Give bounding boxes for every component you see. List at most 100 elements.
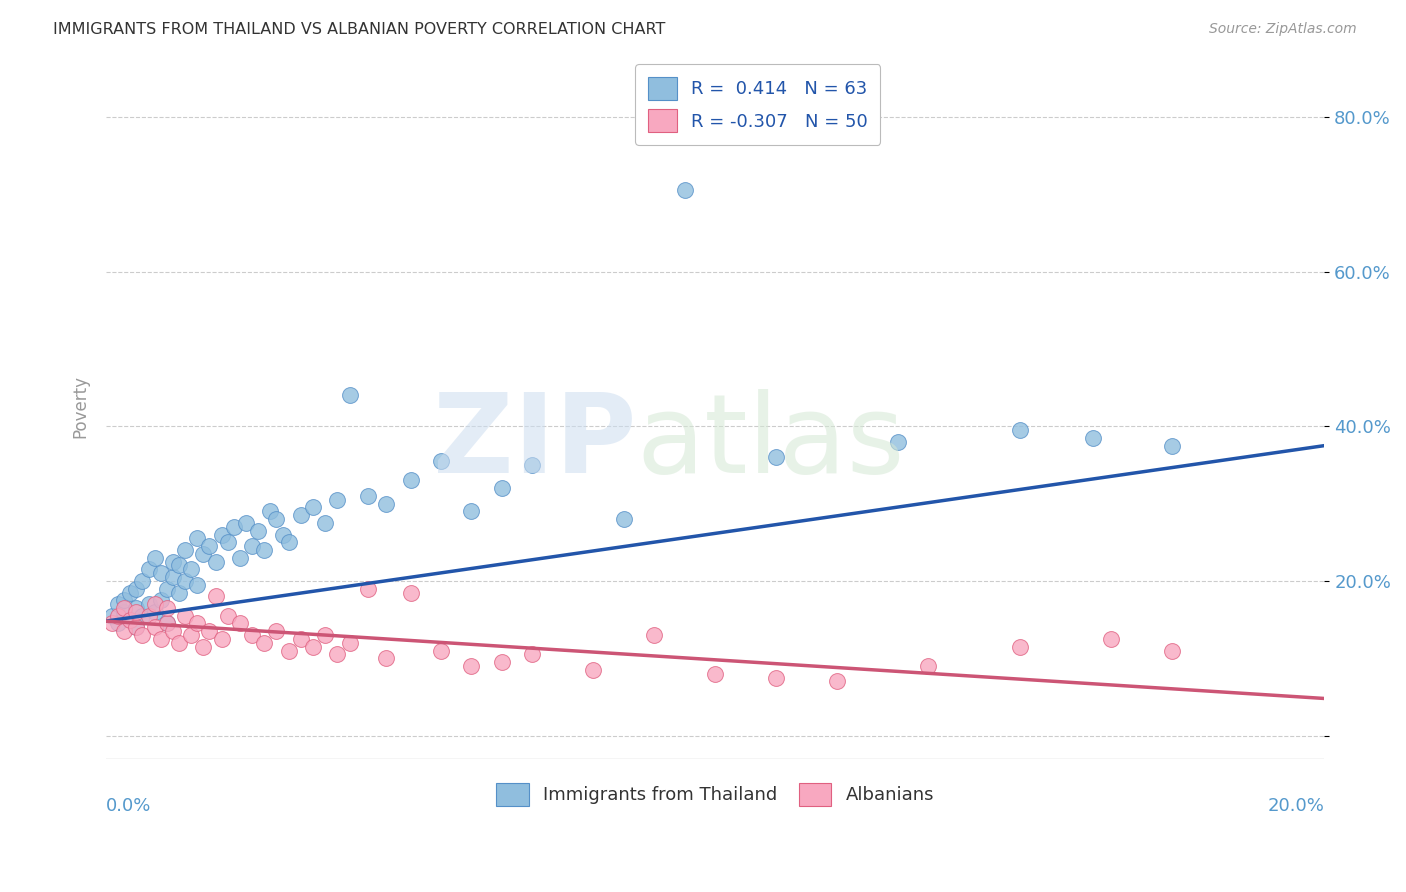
Point	[174, 543, 197, 558]
Point	[491, 655, 513, 669]
Point	[101, 608, 124, 623]
Point	[143, 550, 166, 565]
Point	[107, 608, 129, 623]
Point	[326, 648, 349, 662]
Point	[198, 624, 221, 639]
Point	[186, 616, 208, 631]
Point	[167, 558, 190, 573]
Point	[156, 601, 179, 615]
Point	[217, 608, 239, 623]
Point	[138, 562, 160, 576]
Point	[193, 640, 215, 654]
Point	[399, 474, 422, 488]
Point	[1161, 643, 1184, 657]
Point	[375, 651, 398, 665]
Point	[247, 524, 270, 538]
Point	[266, 624, 288, 639]
Point	[112, 605, 135, 619]
Point	[399, 585, 422, 599]
Point	[198, 539, 221, 553]
Point	[314, 516, 336, 530]
Point	[162, 555, 184, 569]
Point	[204, 590, 226, 604]
Point	[1081, 431, 1104, 445]
Point	[314, 628, 336, 642]
Text: 20.0%: 20.0%	[1268, 797, 1324, 815]
Point	[673, 184, 696, 198]
Point	[125, 582, 148, 596]
Point	[357, 489, 380, 503]
Point	[162, 570, 184, 584]
Point	[375, 497, 398, 511]
Point	[131, 628, 153, 642]
Point	[156, 582, 179, 596]
Point	[235, 516, 257, 530]
Point	[211, 632, 233, 646]
Point	[277, 535, 299, 549]
Point	[253, 636, 276, 650]
Point	[204, 555, 226, 569]
Point	[229, 616, 252, 631]
Point	[125, 605, 148, 619]
Point	[339, 388, 361, 402]
Point	[339, 636, 361, 650]
Point	[1099, 632, 1122, 646]
Point	[277, 643, 299, 657]
Point	[143, 597, 166, 611]
Point	[125, 601, 148, 615]
Point	[460, 659, 482, 673]
Point	[211, 527, 233, 541]
Point	[174, 608, 197, 623]
Point	[174, 574, 197, 588]
Point	[240, 539, 263, 553]
Point	[460, 504, 482, 518]
Point	[522, 648, 544, 662]
Point	[149, 632, 172, 646]
Point	[107, 597, 129, 611]
Point	[326, 492, 349, 507]
Point	[825, 674, 848, 689]
Point	[186, 578, 208, 592]
Point	[1161, 439, 1184, 453]
Point	[162, 624, 184, 639]
Point	[582, 663, 605, 677]
Point	[112, 624, 135, 639]
Text: ZIP: ZIP	[433, 389, 636, 496]
Point	[101, 616, 124, 631]
Point	[302, 500, 325, 515]
Y-axis label: Poverty: Poverty	[72, 376, 89, 439]
Point	[143, 620, 166, 634]
Point	[613, 512, 636, 526]
Point	[302, 640, 325, 654]
Point	[193, 547, 215, 561]
Point	[357, 582, 380, 596]
Point	[1008, 423, 1031, 437]
Point	[131, 608, 153, 623]
Point	[138, 608, 160, 623]
Point	[125, 620, 148, 634]
Point	[180, 628, 202, 642]
Point	[704, 666, 727, 681]
Point	[149, 593, 172, 607]
Point	[149, 566, 172, 581]
Text: Source: ZipAtlas.com: Source: ZipAtlas.com	[1209, 22, 1357, 37]
Point	[222, 520, 245, 534]
Point	[917, 659, 939, 673]
Point	[186, 532, 208, 546]
Text: IMMIGRANTS FROM THAILAND VS ALBANIAN POVERTY CORRELATION CHART: IMMIGRANTS FROM THAILAND VS ALBANIAN POV…	[53, 22, 666, 37]
Point	[491, 481, 513, 495]
Point	[887, 434, 910, 449]
Point	[1008, 640, 1031, 654]
Point	[167, 585, 190, 599]
Point	[120, 613, 142, 627]
Point	[290, 508, 312, 523]
Point	[253, 543, 276, 558]
Point	[120, 613, 142, 627]
Point	[112, 593, 135, 607]
Point	[120, 585, 142, 599]
Point	[765, 450, 787, 465]
Point	[430, 643, 453, 657]
Point	[138, 597, 160, 611]
Point	[131, 574, 153, 588]
Point	[643, 628, 665, 642]
